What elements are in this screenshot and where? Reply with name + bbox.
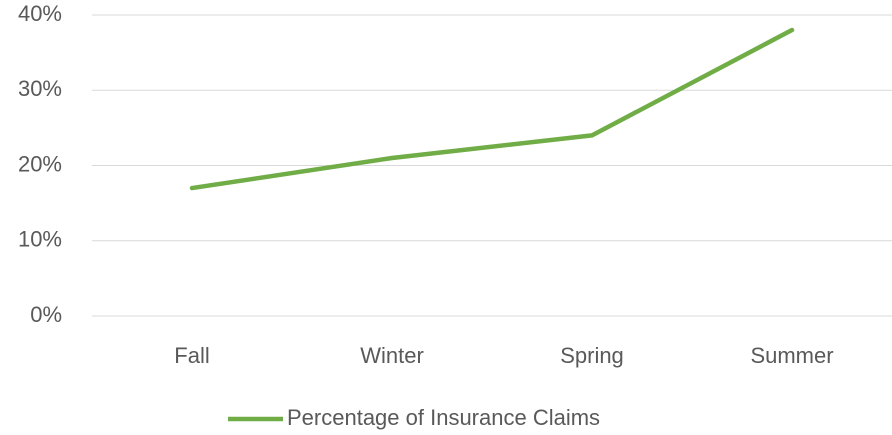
y-tick-label: 30% xyxy=(18,76,62,101)
x-tick-label: Spring xyxy=(560,343,624,368)
x-tick-label: Winter xyxy=(360,343,424,368)
line-series xyxy=(189,27,795,191)
y-tick-label: 40% xyxy=(18,1,62,26)
x-tick-label: Summer xyxy=(750,343,833,368)
legend-label: Percentage of Insurance Claims xyxy=(287,405,600,430)
y-tick-label: 20% xyxy=(18,151,62,176)
y-tick-label: 0% xyxy=(30,302,62,327)
y-tick-label: 10% xyxy=(18,227,62,252)
x-tick-label: Fall xyxy=(174,343,209,368)
